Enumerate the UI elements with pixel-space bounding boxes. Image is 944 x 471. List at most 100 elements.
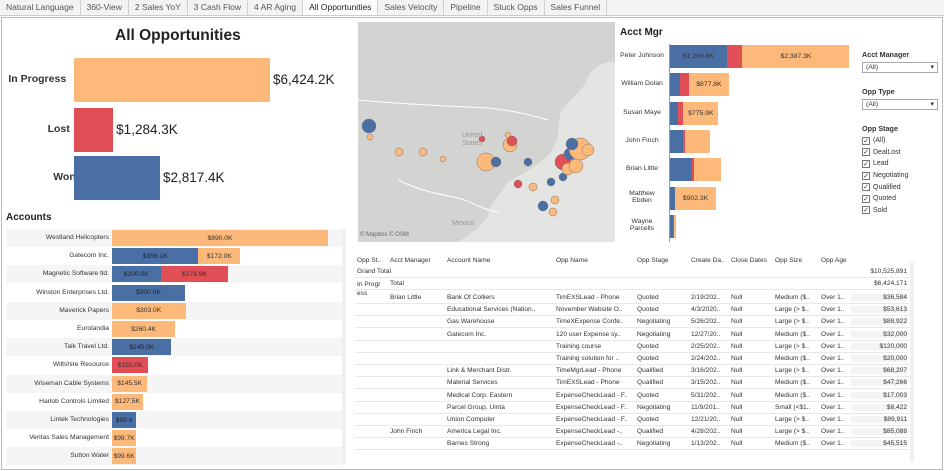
account-bar-lost[interactable]: $150.0K [112,357,149,374]
map-marker[interactable] [418,147,428,157]
table-header[interactable]: Opp St.. [357,257,382,264]
map-marker[interactable] [565,137,579,151]
table-header[interactable]: Account Name [447,257,491,264]
map-marker[interactable] [513,179,523,189]
acct-mgr-bar-won[interactable] [670,214,673,238]
acct-mgr-bar-prog[interactable]: $877.8K [689,73,729,97]
acct-mgr-bar-lost[interactable] [672,214,675,238]
account-row[interactable]: Winston Enterprises Ltd. $300.0K [6,284,342,302]
account-bar-prog[interactable]: $303.0K [112,302,186,319]
tab-sales-velocity[interactable]: Sales Velocity [378,0,445,15]
account-row[interactable]: Eurolandia $260.4K [6,320,342,338]
table-scrollbar[interactable] [910,262,914,462]
opp-stage-option[interactable]: ✓ Quoted [862,193,942,205]
table-row[interactable]: Gas Warehouse TimeXExpense Confe.. Negotia… [355,316,909,329]
account-bar-won[interactable]: $245.0K [112,339,172,356]
map-marker[interactable] [506,135,518,147]
acct-mgr-bar-prog[interactable] [674,214,677,238]
acct-mgr-bar-won[interactable] [670,129,683,153]
acct-mgr-bar-won[interactable] [670,158,692,182]
account-row[interactable]: Maverick Papers $303.0K [6,301,342,320]
account-row[interactable]: Magnetic Software ltd. $200.0K $278.9K [6,265,342,284]
map-marker[interactable] [546,177,556,187]
table-header[interactable]: Opp Name [556,257,588,264]
account-bar-prog[interactable]: $890.0K [112,230,328,246]
summary-bar-in-progress[interactable] [74,58,270,102]
account-bar-won[interactable]: $300.0K [112,284,185,301]
map-marker[interactable] [523,157,533,167]
account-bar-prog[interactable]: $99.7K [112,430,137,447]
account-bar-prog[interactable]: $172.0K [198,248,241,265]
account-row[interactable]: Wiseman Cable Systems $145.5K [6,374,342,393]
tab-pipeline[interactable]: Pipeline [444,0,488,15]
tab-360-view[interactable]: 360-View [81,0,129,15]
table-row[interactable]: Link & Merchant Distr. TimeMgrLead - Phon… [355,365,909,378]
table-row[interactable]: Barnes Strong ExpenseCheckLead -.. Negotia… [355,438,909,451]
tab-3-cash-flow[interactable]: 3 Cash Flow [188,0,248,15]
map-marker[interactable] [550,195,560,205]
acct-mgr-bar-won[interactable] [670,101,679,125]
table-row[interactable]: Training course Quoted 2/25/202.. Null Large… [355,341,909,353]
account-bar-won[interactable]: $356.1K [112,248,199,265]
opp-stage-option[interactable]: ✓ Lead [862,158,942,170]
acct-mgr-bar-lost[interactable] [726,45,743,68]
opportunity-map[interactable]: United States Mexico © Mapbox © OSM [358,22,615,242]
table-row[interactable]: Gatecom Inc. 120 user Expense sy.. Negotia… [355,329,909,341]
acct-mgr-bar-prog[interactable]: $902.3K [675,186,716,210]
account-bar-prog[interactable]: $145.5K [112,375,148,392]
summary-bar-lost[interactable] [74,108,114,152]
acct-mgr-bar-lost[interactable] [680,73,690,97]
acct-mgr-bar-won[interactable] [670,73,681,97]
tab-2-sales-yoy[interactable]: 2 Sales YoY [129,0,188,15]
table-row[interactable]: John Finch America Legal Inc. ExpenseCheck… [355,426,909,439]
account-bar-prog[interactable]: $99.6K [112,448,137,465]
acct-mgr-bar-prog[interactable] [684,129,710,153]
map-marker[interactable] [490,156,502,168]
table-header[interactable]: Close Dates [731,257,767,264]
tab-4-ar-aging[interactable]: 4 AR Aging [248,0,304,15]
opp-stage-option[interactable]: ✓ Qualified [862,181,942,193]
table-header[interactable]: Opp Size [775,257,803,264]
account-row[interactable]: Veritas Sales Management $99.7K [6,429,342,447]
account-row[interactable]: Harlob Controls Limited $127.5K [6,393,342,411]
acct-mgr-bar-prog[interactable]: $775.9K [683,101,719,125]
tab-sales-funnel[interactable]: Sales Funnel [545,0,608,15]
map-marker[interactable] [478,135,486,143]
checkbox-checked-icon[interactable]: ✓ [862,206,870,215]
acct-mgr-bar-won[interactable] [670,186,676,210]
table-row[interactable]: Material Services TimEXSLead - Phone Quali… [355,377,909,390]
checkbox-checked-icon[interactable]: ✓ [862,159,870,168]
map-marker[interactable] [581,143,595,157]
checkbox-checked-icon[interactable]: ✓ [862,183,870,192]
acct-mgr-bar-prog[interactable] [694,158,722,182]
account-row[interactable]: Sutton Water $99.6K [6,447,342,466]
table-row[interactable]: Parcel Group, Uinta ExpenseCheckLead - F.… [355,402,909,414]
tab-all-opportunities[interactable]: All Opportunities [303,0,379,15]
checkbox-checked-icon[interactable]: ✓ [862,148,870,157]
accounts-scrollbar[interactable] [342,228,346,464]
account-row[interactable]: Westland Helicopters $890.0K [6,229,342,247]
table-header[interactable]: Opp Stage [637,257,669,264]
opp-stage-option[interactable]: ✓ (All) [862,135,942,147]
map-marker[interactable] [537,200,549,212]
account-row[interactable]: Wiltshire Resource $150.0K [6,356,342,374]
table-header[interactable]: Acct Manager [390,257,431,264]
account-row[interactable]: Talk Travel Ltd. $245.0K [6,338,342,357]
map-marker[interactable] [568,158,584,174]
checkbox-checked-icon[interactable]: ✓ [862,136,870,145]
map-marker[interactable] [366,133,374,141]
opp-stage-option[interactable]: ✓ Negotiating [862,170,942,182]
table-row[interactable]: Medical Corp. Eastern ExpenseCheckLead - … [355,390,909,402]
map-marker[interactable] [528,182,538,192]
map-marker[interactable] [558,172,568,182]
account-row[interactable]: Lintek Technologies $99.6 [6,411,342,429]
opp-stage-option[interactable]: ✓ Sold [862,205,942,217]
account-row[interactable]: Gatecom Inc. $356.1K $172.0K [6,247,342,265]
account-bar-prog[interactable]: $260.4K [112,321,176,337]
account-bar-lost[interactable]: $278.9K [160,266,229,283]
acct-mgr-bar-won[interactable]: $1,266.9K [670,45,727,68]
account-bar-prog[interactable]: $127.5K [112,393,143,410]
table-header[interactable]: Create Da.. [691,257,725,264]
tab-natural-language[interactable]: Natural Language [0,0,81,15]
map-marker[interactable] [394,147,404,157]
